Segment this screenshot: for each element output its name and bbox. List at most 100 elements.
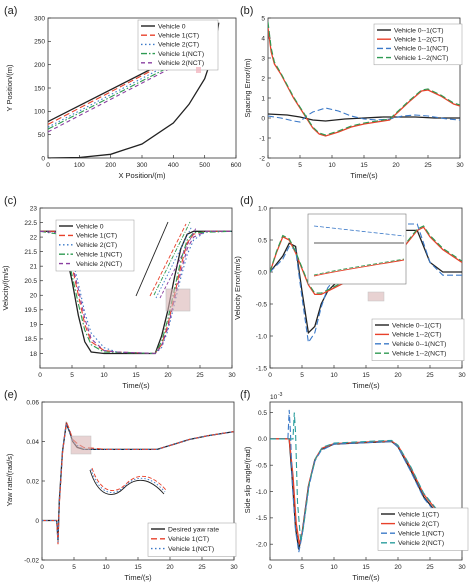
legend-entry: Vehicle 1--2(CT)	[394, 37, 443, 44]
x-tick-label: 20	[164, 372, 172, 379]
legend-entry: Vehicle 1--2(NCT)	[392, 351, 446, 358]
series-line	[270, 226, 462, 296]
y-tick-label: 0	[261, 115, 265, 122]
y-tick-label: -1.5	[256, 515, 268, 522]
legend: Vehicle 1(CT) Vehicle 2(CT) Vehicle 1(NCT)…	[377, 507, 469, 551]
legend-entry: Vehicle 1--2(NCT)	[394, 55, 448, 62]
legend-entry: Vehicle 0--1(CT)	[392, 322, 441, 329]
y-tick-label: 0	[35, 518, 39, 525]
x-tick-label: 30	[228, 372, 236, 379]
y-axis-label: Yaw rate/(rad/s)	[5, 453, 14, 506]
legend-entry: Vehicle 0	[76, 223, 104, 230]
x-tick-label: 20	[392, 162, 400, 169]
chart-panel: (e)0 5 10 15 20 25 30-0.0200.020.040.06Time/(s…	[4, 389, 238, 582]
y-scale-factor: 10	[270, 394, 278, 401]
inset-line	[313, 259, 405, 277]
y-tick-label: -0.02	[24, 557, 39, 564]
legend-entry: Vehicle 1(CT)	[168, 536, 209, 543]
series-line	[268, 21, 460, 136]
zoom-box	[196, 67, 201, 73]
panel-label: (f)	[240, 389, 250, 401]
x-tick-label: 25	[426, 372, 434, 379]
x-tick-label: 5	[70, 372, 74, 379]
panels: (a)0 100 200 300 400 500 600050100150200250300…	[1, 5, 469, 582]
y-tick-label: 50	[38, 132, 46, 139]
legend-entry: Vehicle 1(NCT)	[398, 531, 444, 538]
x-axis-label: Time/(s)	[350, 171, 378, 180]
y-tick-label: 4	[261, 35, 265, 42]
zoom-box	[165, 288, 191, 312]
x-tick-label: 5	[300, 372, 304, 379]
series-line	[42, 421, 234, 543]
y-tick-label: 1.0	[258, 205, 267, 212]
x-tick-label: 25	[424, 162, 432, 169]
x-tick-label: 15	[362, 564, 370, 571]
y-tick-label: -2	[259, 155, 265, 162]
x-tick-label: 10	[330, 372, 338, 379]
y-tick-label: 5	[261, 15, 265, 22]
legend: Vehicle 0 Vehicle 1(CT) Vehicle 2(CT) Vehic…	[137, 19, 219, 71]
x-tick-label: 5	[72, 564, 76, 571]
x-tick-label: 0	[40, 564, 44, 571]
legend-box	[55, 219, 135, 272]
y-tick-label: -1.5	[256, 365, 268, 372]
legend-entry: Vehicle 2(CT)	[76, 242, 117, 249]
y-tick-label: 150	[34, 85, 45, 92]
panel-label: (b)	[240, 5, 253, 17]
x-tick-label: 5	[298, 162, 302, 169]
y-scale-exponent: -3	[278, 392, 283, 398]
legend-box	[137, 19, 219, 71]
y-tick-label: 21	[30, 263, 38, 270]
y-axis-label: Velocity Error/(m/s)	[233, 256, 242, 320]
y-tick-label: 0.06	[26, 399, 39, 406]
x-tick-label: 10	[328, 162, 336, 169]
y-tick-label: 250	[34, 39, 45, 46]
x-tick-label: 0	[268, 372, 272, 379]
x-tick-label: 25	[198, 564, 206, 571]
x-axis-label: Time/(s)	[124, 573, 152, 582]
inset-line	[91, 467, 167, 491]
y-tick-label: -1.0	[256, 333, 268, 340]
x-tick-label: 30	[458, 372, 466, 379]
inset-line	[155, 225, 193, 299]
y-tick-label: -1	[259, 135, 265, 142]
series-line	[270, 438, 462, 545]
inset-line	[89, 469, 165, 495]
legend-entry: Vehicle 1(CT)	[76, 233, 117, 240]
panel-label: (e)	[4, 389, 17, 401]
legend-entry: Vehicle 1--2(CT)	[392, 332, 441, 339]
inset-line	[313, 258, 405, 276]
y-tick-label: 1	[261, 95, 265, 102]
legend: Desired yaw rate Vehicle 1(CT) Vehicle 1(N…	[147, 522, 237, 557]
y-tick-label: -0.5	[256, 463, 268, 470]
y-tick-label: 100	[34, 109, 45, 116]
x-tick-label: 25	[426, 564, 434, 571]
y-tick-label: 18	[30, 351, 38, 358]
x-axis-label: Time/(s)	[122, 381, 150, 390]
inset-line	[313, 225, 405, 237]
inset-line	[135, 221, 169, 297]
y-tick-label: 0.0	[258, 269, 267, 276]
legend-entry: Vehicle 1(CT)	[398, 511, 439, 518]
legend-entry: Vehicle 1(NCT)	[168, 546, 214, 553]
x-tick-label: 0	[266, 162, 270, 169]
y-axis-label: Y Position/(m)	[5, 64, 14, 111]
legend: Vehicle 0--1(CT) Vehicle 1--2(CT) Vehicle …	[373, 23, 463, 66]
x-tick-label: 5	[300, 564, 304, 571]
y-axis-label: Spacing Error/(m)	[243, 58, 252, 118]
y-tick-label: 20	[30, 293, 38, 300]
legend-entry: Vehicle 2(NCT)	[398, 540, 444, 547]
y-tick-label: 0.5	[258, 410, 267, 417]
chart-panel: (a) 0 100 200 300 400 500 600 0 50 100 150 200 250 300…	[4, 5, 242, 180]
legend-entry: Vehicle 0--1(NCT)	[392, 341, 446, 348]
y-tick-label: -2.0	[256, 542, 268, 549]
y-tick-label: 0.0	[258, 436, 267, 443]
x-tick-label: 20	[394, 372, 402, 379]
inset-line	[149, 223, 187, 297]
x-tick-label: 10	[102, 564, 110, 571]
series-line	[270, 409, 462, 553]
legend-entry: Vehicle 2(CT)	[398, 521, 439, 528]
inset-line	[90, 468, 166, 493]
y-tick-label: 2	[261, 75, 265, 82]
